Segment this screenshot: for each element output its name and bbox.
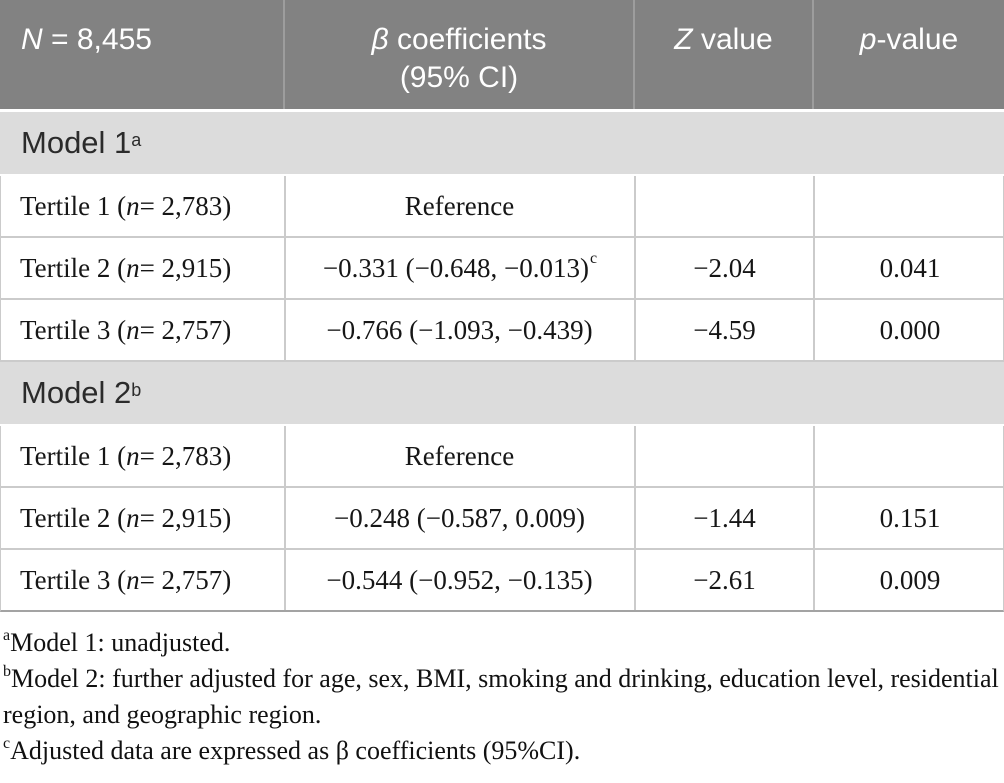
header-n-italic: N xyxy=(21,23,43,56)
z-value-cell xyxy=(634,426,813,486)
p-value-cell: 0.041 xyxy=(813,238,1004,298)
footnote-text: Model 2: further adjusted for age, sex, … xyxy=(3,664,999,729)
header-beta-italic: β xyxy=(371,23,389,56)
tertile-label-cell: Tertile 2 (n = 2,915) xyxy=(1,488,284,548)
beta-value: Reference xyxy=(404,440,515,471)
section-footnote-marker: a xyxy=(131,129,142,150)
table-row-m1-tertile1: Tertile 1 (n = 2,783) Reference xyxy=(0,176,1004,238)
label-text: Tertile 2 ( xyxy=(20,502,127,533)
tertile-label-cell: Tertile 3 (n = 2,757) xyxy=(1,550,284,610)
header-beta-line2: (95% CI) xyxy=(399,61,519,94)
p-value-cell xyxy=(813,426,1004,486)
beta-value: −0.544 (−0.952, −0.135) xyxy=(326,564,593,595)
label-text: = 2,783) xyxy=(139,190,232,221)
beta-footnote-marker: c xyxy=(590,250,598,267)
stats-table: N = 8,455 β coefficients (95% CI) Z valu… xyxy=(0,0,1004,612)
beta-cell: −0.331 (−0.648, −0.013) c xyxy=(284,238,634,298)
beta-value: −0.248 (−0.587, 0.009) xyxy=(334,502,585,533)
p-value-cell: 0.151 xyxy=(813,488,1004,548)
section-footnote-marker: b xyxy=(131,379,142,400)
beta-cell: Reference xyxy=(284,176,634,236)
footnote-marker: b xyxy=(3,663,11,681)
footnote-c: cAdjusted data are expressed as β coeffi… xyxy=(3,733,1000,769)
z-value-cell xyxy=(634,176,813,236)
beta-cell: Reference xyxy=(284,426,634,486)
header-cell-beta-coefficients: β coefficients (95% CI) xyxy=(283,0,633,109)
label-text: = 2,757) xyxy=(139,564,232,595)
table-footnotes: aModel 1: unadjusted. bModel 2: further … xyxy=(0,625,1004,769)
footnote-a: aModel 1: unadjusted. xyxy=(3,625,1000,661)
label-n-italic: n xyxy=(126,502,140,533)
header-cell-z-value: Z value xyxy=(633,0,812,109)
label-text: = 2,783) xyxy=(139,440,232,471)
header-p-rest: -value xyxy=(876,23,959,56)
section-label: Model 2 xyxy=(21,375,132,410)
table-row-m2-tertile2: Tertile 2 (n = 2,915) −0.248 (−0.587, 0.… xyxy=(0,488,1004,550)
beta-value: −0.331 (−0.648, −0.013) xyxy=(322,252,590,283)
label-text: = 2,915) xyxy=(139,502,232,533)
beta-cell: −0.248 (−0.587, 0.009) xyxy=(284,488,634,548)
beta-cell: −0.544 (−0.952, −0.135) xyxy=(284,550,634,610)
label-text: Tertile 1 ( xyxy=(20,190,127,221)
label-text: Tertile 3 ( xyxy=(20,314,127,345)
footnote-text: Model 1: unadjusted. xyxy=(10,628,231,657)
table-row-m1-tertile2: Tertile 2 (n = 2,915) −0.331 (−0.648, −0… xyxy=(0,238,1004,300)
header-p-italic: p xyxy=(859,23,877,56)
header-beta-rest: coefficients xyxy=(388,23,547,56)
header-cell-sample-size: N = 8,455 xyxy=(0,0,283,109)
table-row-m1-tertile3: Tertile 3 (n = 2,757) −0.766 (−1.093, −0… xyxy=(0,300,1004,362)
table-row-m2-tertile3: Tertile 3 (n = 2,757) −0.544 (−0.952, −0… xyxy=(0,550,1004,612)
footnote-text: Adjusted data are expressed as β coeffic… xyxy=(10,736,581,765)
label-text: = 2,757) xyxy=(139,314,232,345)
tertile-label-cell: Tertile 3 (n = 2,757) xyxy=(1,300,284,360)
header-cell-p-value: p-value xyxy=(812,0,1004,109)
label-text: Tertile 1 ( xyxy=(20,440,127,471)
tertile-label-cell: Tertile 1 (n = 2,783) xyxy=(1,426,284,486)
z-value-cell: −4.59 xyxy=(634,300,813,360)
p-value-cell: 0.009 xyxy=(813,550,1004,610)
beta-value: Reference xyxy=(404,190,515,221)
label-n-italic: n xyxy=(126,190,140,221)
tertile-label-cell: Tertile 2 (n = 2,915) xyxy=(1,238,284,298)
table-row-m2-tertile1: Tertile 1 (n = 2,783) Reference xyxy=(0,426,1004,488)
label-n-italic: n xyxy=(126,252,140,283)
header-n-rest: = 8,455 xyxy=(42,23,152,56)
z-value-cell: −1.44 xyxy=(634,488,813,548)
footnote-marker: a xyxy=(3,627,11,645)
label-n-italic: n xyxy=(126,564,140,595)
beta-value: −0.766 (−1.093, −0.439) xyxy=(326,314,593,345)
footnote-b: bModel 2: further adjusted for age, sex,… xyxy=(3,661,1000,733)
label-text: Tertile 3 ( xyxy=(20,564,127,595)
z-value-cell: −2.61 xyxy=(634,550,813,610)
z-value-cell: −2.04 xyxy=(634,238,813,298)
p-value-cell xyxy=(813,176,1004,236)
p-value-cell: 0.000 xyxy=(813,300,1004,360)
tertile-label-cell: Tertile 1 (n = 2,783) xyxy=(1,176,284,236)
header-z-italic: Z xyxy=(674,23,693,56)
header-z-rest: value xyxy=(692,23,773,56)
header-beta-line1: β coefficients xyxy=(285,21,633,59)
table-header-row: N = 8,455 β coefficients (95% CI) Z valu… xyxy=(0,0,1004,112)
footnote-marker: c xyxy=(3,735,11,753)
section-label: Model 1 xyxy=(21,125,132,160)
label-n-italic: n xyxy=(126,314,140,345)
label-n-italic: n xyxy=(126,440,140,471)
label-text: = 2,915) xyxy=(139,252,232,283)
beta-cell: −0.766 (−1.093, −0.439) xyxy=(284,300,634,360)
label-text: Tertile 2 ( xyxy=(20,252,127,283)
